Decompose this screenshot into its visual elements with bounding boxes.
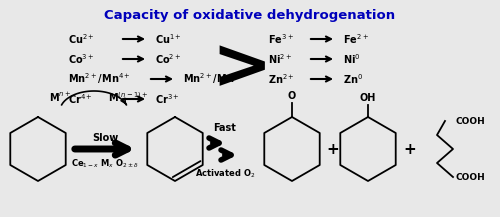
Text: Cu$^{2+}$: Cu$^{2+}$ [68, 32, 94, 46]
Text: Cu$^{1+}$: Cu$^{1+}$ [155, 32, 182, 46]
Text: +: + [404, 141, 416, 156]
Text: Ce$_{1-x}$ M$_x$ O$_{2\pm\delta}$: Ce$_{1-x}$ M$_x$ O$_{2\pm\delta}$ [71, 157, 139, 169]
Text: Capacity of oxidative dehydrogenation: Capacity of oxidative dehydrogenation [104, 9, 396, 22]
Text: Fe$^{3+}$: Fe$^{3+}$ [268, 32, 294, 46]
Text: M$^{(n-1)+}$: M$^{(n-1)+}$ [108, 90, 148, 104]
Text: Co$^{2+}$: Co$^{2+}$ [155, 52, 182, 66]
Text: >: > [212, 35, 272, 104]
Text: Mn$^{2+}$/Mn$^{4+}$: Mn$^{2+}$/Mn$^{4+}$ [68, 72, 130, 86]
Text: Zn$^{2+}$: Zn$^{2+}$ [268, 72, 294, 86]
Text: COOH: COOH [455, 173, 485, 181]
Text: M$^{n+}$: M$^{n+}$ [49, 90, 71, 104]
Text: +: + [326, 141, 340, 156]
Text: Cr$^{4+}$: Cr$^{4+}$ [68, 92, 92, 106]
Text: OH: OH [360, 93, 376, 103]
Text: O: O [288, 91, 296, 101]
Text: Zn$^{0}$: Zn$^{0}$ [343, 72, 363, 86]
Text: Ni$^{2+}$: Ni$^{2+}$ [268, 52, 292, 66]
Text: Co$^{3+}$: Co$^{3+}$ [68, 52, 94, 66]
Text: Cr$^{3+}$: Cr$^{3+}$ [155, 92, 180, 106]
Text: Activated O$_2$: Activated O$_2$ [195, 167, 255, 179]
Text: Fast: Fast [214, 123, 236, 133]
Text: Slow: Slow [92, 133, 118, 143]
Text: Ni$^{0}$: Ni$^{0}$ [343, 52, 360, 66]
Text: Fe$^{2+}$: Fe$^{2+}$ [343, 32, 369, 46]
Text: COOH: COOH [455, 117, 485, 125]
Text: Mn$^{2+}$/Mn$^{3+}$: Mn$^{2+}$/Mn$^{3+}$ [183, 72, 246, 86]
